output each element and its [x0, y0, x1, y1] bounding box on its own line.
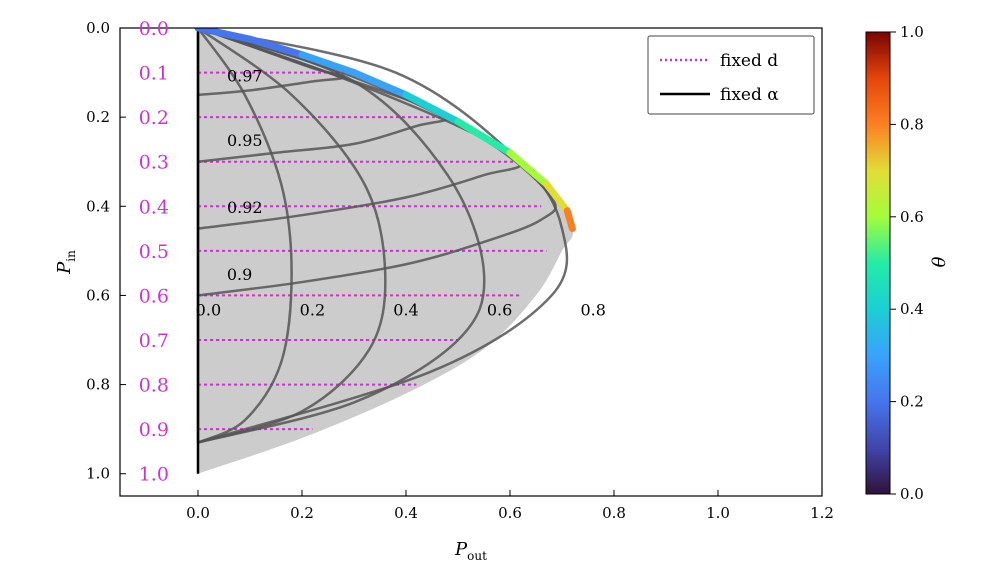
inner-curve-label: 0.9	[227, 265, 252, 284]
colorbar-ticks: 0.0 0.2 0.4 0.6 0.8 1.0	[890, 23, 924, 503]
colorbar-tick-label: 0.0	[900, 485, 924, 503]
colorbar-tick-label: 0.6	[900, 208, 924, 226]
colorbar-tick-label: 0.2	[900, 393, 924, 411]
colorbar: 0.0 0.2 0.4 0.6 0.8 1.0 θ	[865, 23, 950, 503]
fixed-d-label: 0.6	[139, 285, 169, 307]
alpha-curve-label: 0.0	[196, 300, 221, 319]
theta-boundary-segment	[298, 51, 358, 77]
axes-frame	[119, 27, 823, 497]
fixed-d-label: 0.5	[139, 241, 169, 263]
fixed-alpha-curve	[196, 28, 293, 444]
theta-boundary-segment	[246, 35, 306, 59]
alpha-curve-label: 0.6	[487, 300, 512, 319]
theta-boundary-segment	[402, 91, 462, 126]
colorbar-gradient	[865, 31, 891, 495]
alpha-curve-label: 0.4	[393, 300, 418, 319]
legend-fixed-alpha-label: fixed α	[720, 85, 779, 105]
x-tick-label: 1.2	[810, 504, 834, 522]
x-tick-label: 0.4	[394, 504, 418, 522]
legend: fixed d fixed α	[647, 35, 815, 115]
y-tick-label: 0.6	[86, 286, 110, 304]
x-tick-label: 0.2	[290, 504, 314, 522]
theta-boundary-segment	[542, 180, 571, 215]
colorbar-label: θ	[929, 256, 950, 267]
fixed-d-label: 0.8	[139, 375, 169, 397]
x-tick-label: 0.0	[186, 504, 210, 522]
axis-ticks: 0.0 0.2 0.4 0.6 0.8 1.0 1.2 0.0 0.2 0.4 0.6 0.8 1.0	[86, 19, 834, 522]
fixed-d-label: 0.2	[139, 107, 169, 129]
colorbar-tick-label: 0.4	[900, 300, 924, 318]
x-axis-label: Pout	[454, 539, 487, 563]
colorbar-tick-label: 1.0	[900, 23, 924, 41]
fixed-d-label: 0.0	[139, 18, 169, 40]
colorbar-tick-label: 0.8	[900, 115, 924, 133]
inner-curve-label: 0.95	[227, 131, 263, 150]
y-tick-label: 1.0	[86, 465, 110, 483]
theta-boundary-segment	[194, 28, 254, 43]
theta-boundary-segment	[563, 207, 576, 233]
fixed-alpha-inner-curve	[197, 28, 523, 230]
theta-boundary-segment	[506, 149, 550, 188]
fixed-alpha-inner-curve	[197, 28, 557, 297]
inner-curve-label: 0.97	[227, 66, 263, 85]
y-tick-label: 0.8	[86, 376, 110, 394]
fixed-d-label: 1.0	[139, 464, 169, 486]
inner-curve-label: 0.92	[227, 198, 263, 217]
x-tick-label: 1.0	[706, 504, 730, 522]
x-tick-label: 0.8	[602, 504, 626, 522]
alpha-curve-label: 0.8	[580, 300, 605, 319]
alpha-curve-label: 0.2	[300, 300, 325, 319]
theta-boundary-segment	[350, 69, 410, 99]
y-tick-label: 0.0	[86, 19, 110, 37]
legend-fixed-d-label: fixed d	[720, 51, 778, 71]
fixed-d-label: 0.4	[139, 196, 169, 218]
x-tick-label: 0.6	[498, 504, 522, 522]
plot-area	[194, 28, 576, 474]
fixed-d-label: 0.3	[139, 152, 169, 174]
y-axis-label: Pin	[54, 250, 78, 275]
theta-boundary-segment	[454, 118, 514, 157]
fixed-d-label: 0.9	[139, 419, 169, 441]
fixed-alpha-curve	[197, 28, 387, 444]
y-tick-label: 0.4	[86, 197, 110, 215]
fixed-d-label: 0.1	[139, 63, 169, 85]
fixed-d-label: 0.7	[139, 330, 169, 352]
fixed-alpha-curve	[197, 28, 569, 444]
y-tick-label: 0.2	[86, 108, 110, 126]
